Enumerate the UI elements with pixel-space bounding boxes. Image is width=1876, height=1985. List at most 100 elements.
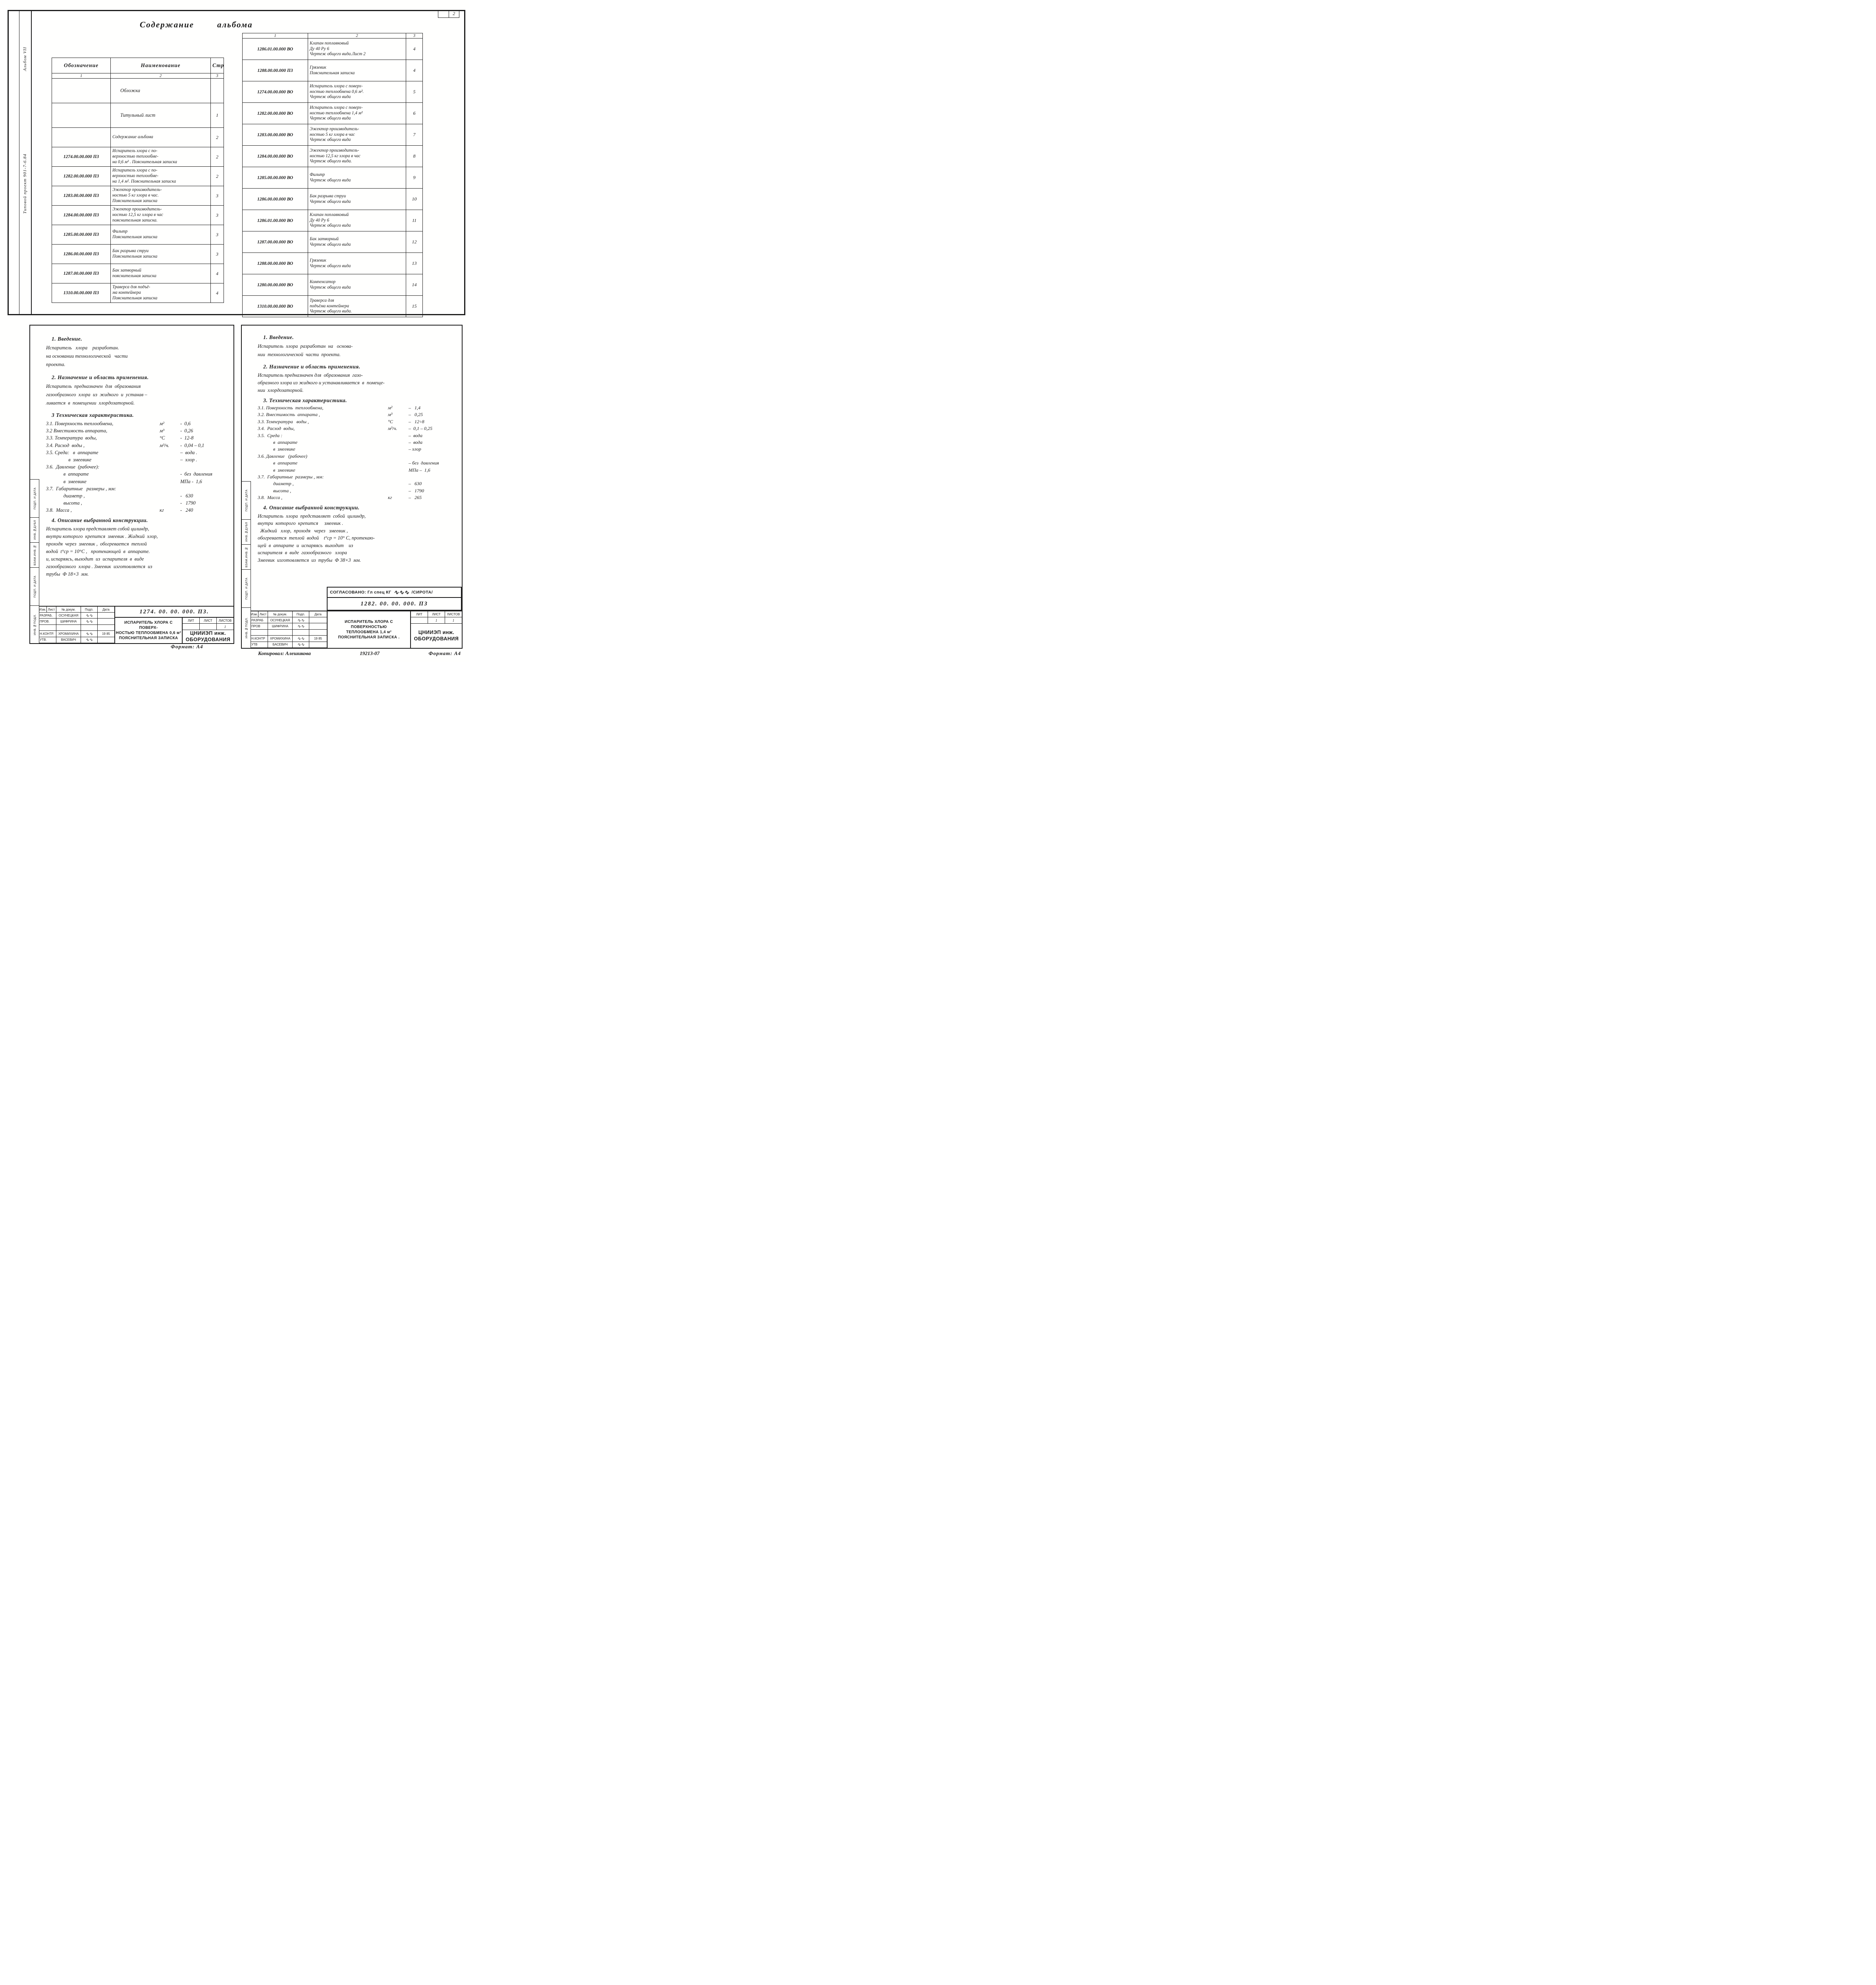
change-table-header: Изм. Лист № докум. Подп. Дата xyxy=(39,607,114,613)
toc-name: Грязевик Пояснительная записка xyxy=(308,60,406,81)
toc-page: 5 xyxy=(406,81,423,103)
toc-page: 14 xyxy=(406,274,423,296)
spec-unit xyxy=(160,470,180,478)
spec-label: высота , xyxy=(46,500,82,506)
spec-row: высота , - 1790 xyxy=(46,499,227,507)
toc-colnum-1: 1 xyxy=(52,73,111,79)
table-row: 1280.00.00.000 ВО Компенсатор Чертеж общ… xyxy=(242,274,423,296)
signature-icon: ∿∿ xyxy=(81,619,98,625)
text-line: и, испаряясь, выходит из испарителя в ви… xyxy=(46,556,144,562)
table-row: 1310.00.00.000 ПЗ Траверса для подъё- ма… xyxy=(52,283,224,303)
spec-value xyxy=(409,453,455,460)
spec-row: 3.5. Среда : – вода xyxy=(258,432,455,439)
spec-label: 3.2. Вместимость аппарата , xyxy=(258,412,320,418)
spec-label: в змеевике xyxy=(258,446,295,452)
person-name: БАСЕВИЧ xyxy=(268,642,293,648)
text-line: проекта. xyxy=(46,362,66,367)
spec-unit xyxy=(388,432,409,439)
col-docnum: № докум. xyxy=(56,607,81,613)
col-data: Дата xyxy=(309,611,327,617)
table-row: 1286.00.00.000 ВО Бак разрыва струи Черт… xyxy=(242,188,423,210)
toc-code: 1286.00.00.000 ВО xyxy=(242,188,308,210)
signature-row: Н.КОНТР. ХРОМИХИНА ∿∿ 19 85 xyxy=(39,631,114,637)
spec-label: в змеевике xyxy=(46,457,92,463)
spec-value: - 1790 xyxy=(180,500,196,506)
role-label: Н.КОНТР. xyxy=(39,631,56,637)
lit-value xyxy=(411,617,428,623)
person-name: ШИФРИНА xyxy=(56,619,81,625)
text-line: газообразного хлора . Змеевик изготовляе… xyxy=(46,563,152,569)
spec-label: 3.7. Габаритные размеры , мм: xyxy=(46,486,116,491)
lit-values: 1 1 xyxy=(411,617,462,623)
spec-value: - 630 xyxy=(180,493,193,499)
spec-unit: °С xyxy=(160,435,165,441)
spec-unit xyxy=(388,453,409,460)
toc-code: 1283.00.00.000 ВО xyxy=(242,124,308,146)
toc-title: Содержание альбома xyxy=(140,20,253,29)
title-block: Изм. Лист № докум. Подп. Дата РАЗРАБ ОСУ… xyxy=(251,611,462,648)
toc-code: 1310.00.00.000 ПЗ xyxy=(52,283,111,303)
spec-label: 3.6. Давление (рабочее): xyxy=(46,464,100,470)
text-line: трубы Ф 18×3 мм. xyxy=(46,571,89,577)
spec-value: – хлор xyxy=(409,446,421,452)
spec-unit: кг xyxy=(160,507,164,513)
toc-colnum-row: 1 2 3 xyxy=(52,73,224,79)
date-cell xyxy=(309,630,327,636)
spec-label: 3.1. Поверхность теплообмена, xyxy=(258,405,324,410)
toc-page: 4 xyxy=(210,283,224,303)
strip-label: ИНВ.№ДУБЛ xyxy=(244,522,248,542)
role-label: Н.КОНТР xyxy=(251,636,268,642)
toc-name: Клапан поплавковый Ду 40 Ру 6 Чертеж общ… xyxy=(308,210,406,231)
change-table: Изм. Лист № докум. Подп. Дата РАЗРАБ. ОС… xyxy=(39,607,115,644)
toc-name: Эжектор производитель- ностью 12,5 кг хл… xyxy=(110,205,211,225)
toc-colnum-3: 3 xyxy=(210,73,224,79)
section-2-paragraph: Испаритель предназначен для образования г… xyxy=(46,382,227,407)
toc-right-body: 1286.01.00.000 ВО Клапан поплавковый Ду … xyxy=(242,38,423,317)
table-row: 1287.00.00.000 ПЗ Бак затворный поясните… xyxy=(52,264,224,283)
role-label xyxy=(251,629,268,636)
lit-label: ЛИТ xyxy=(411,611,428,617)
toc-name: Испаритель хлора с по- верхностью теплоо… xyxy=(110,147,211,167)
spec-label: 3.2 Вместимость аппарата, xyxy=(46,428,108,434)
spec-label: в аппарате xyxy=(258,439,298,445)
spec-unit: °С xyxy=(388,418,393,424)
lit-list-listov-grid: ЛИТ ЛИСТ ЛИСТОВ 1 1 xyxy=(411,611,462,624)
table-row: 1274.00.00.000 ПЗ Испаритель хлора с по-… xyxy=(52,147,224,167)
spec-row: 3.8. Масса , кг - 240 xyxy=(46,507,227,514)
text-line: на основании технологической части xyxy=(46,353,128,359)
toc-name: Титульный лист xyxy=(110,103,211,128)
signature-row: ПРОВ ШИФРИНА ∿∿ xyxy=(251,623,327,630)
col-list: Лист xyxy=(47,607,56,613)
spec-value xyxy=(180,463,227,470)
organization-name: ЦНИИЭП инж. ОБОРУДОВАНИЯ xyxy=(414,629,459,642)
table-row: 1274.00.00.000 ВО Испаритель хлора с пов… xyxy=(242,81,423,103)
toc-name: Испаритель хлора с поверх- ностью теплоо… xyxy=(308,102,406,124)
signature-icon xyxy=(293,629,309,636)
strip-label: ИНВ.№ДУБЛ xyxy=(33,520,37,540)
spec-unit xyxy=(388,460,409,466)
date-cell xyxy=(98,619,114,625)
toc-page: 11 xyxy=(406,210,423,231)
section-1-heading: 1. Введение. xyxy=(52,336,83,342)
toc-header-designation: Обозначение xyxy=(52,58,111,73)
spec-unit: м² xyxy=(160,421,164,426)
spec-label: 3.3. Температура воды , xyxy=(258,418,309,424)
toc-code: 1284.00.00.000 ВО xyxy=(242,145,308,167)
spec-label: 3.5. Среда : xyxy=(258,432,283,438)
spec-row: в змеевике МПа - 1,6 xyxy=(46,478,227,485)
toc-page: 2 xyxy=(210,127,224,147)
spec-value: – 265 xyxy=(409,495,422,501)
sheet-number: 2 xyxy=(453,11,455,16)
note-page-1-4: ПОДП. И ДАТА ИНВ.№ДУБЛ ВЗАМ.ИНВ.№ ПОДП. … xyxy=(241,325,463,649)
table-row: 1283.00.00.000 ПЗ Эжектор производитель-… xyxy=(52,186,224,206)
spec-label: 3.5. Среда: в аппарате xyxy=(46,449,98,455)
text-line: обогревается теплой водой t°ср = 10° С, … xyxy=(258,535,375,541)
toc-page: 4 xyxy=(210,264,224,283)
spec-row: 3.1. Поверхность теплообмена, м² - 0,6 xyxy=(46,420,227,427)
toc-code: 1274.00.00.000 ПЗ xyxy=(52,147,111,167)
spec-unit xyxy=(160,449,180,456)
person-name: ХРОМИХИНА xyxy=(268,636,293,642)
spec-label: в змеевике xyxy=(258,467,295,473)
document-number: 1282. 00. 00. 000. ПЗ xyxy=(327,597,462,611)
sheet-number-left-cell xyxy=(438,10,449,17)
